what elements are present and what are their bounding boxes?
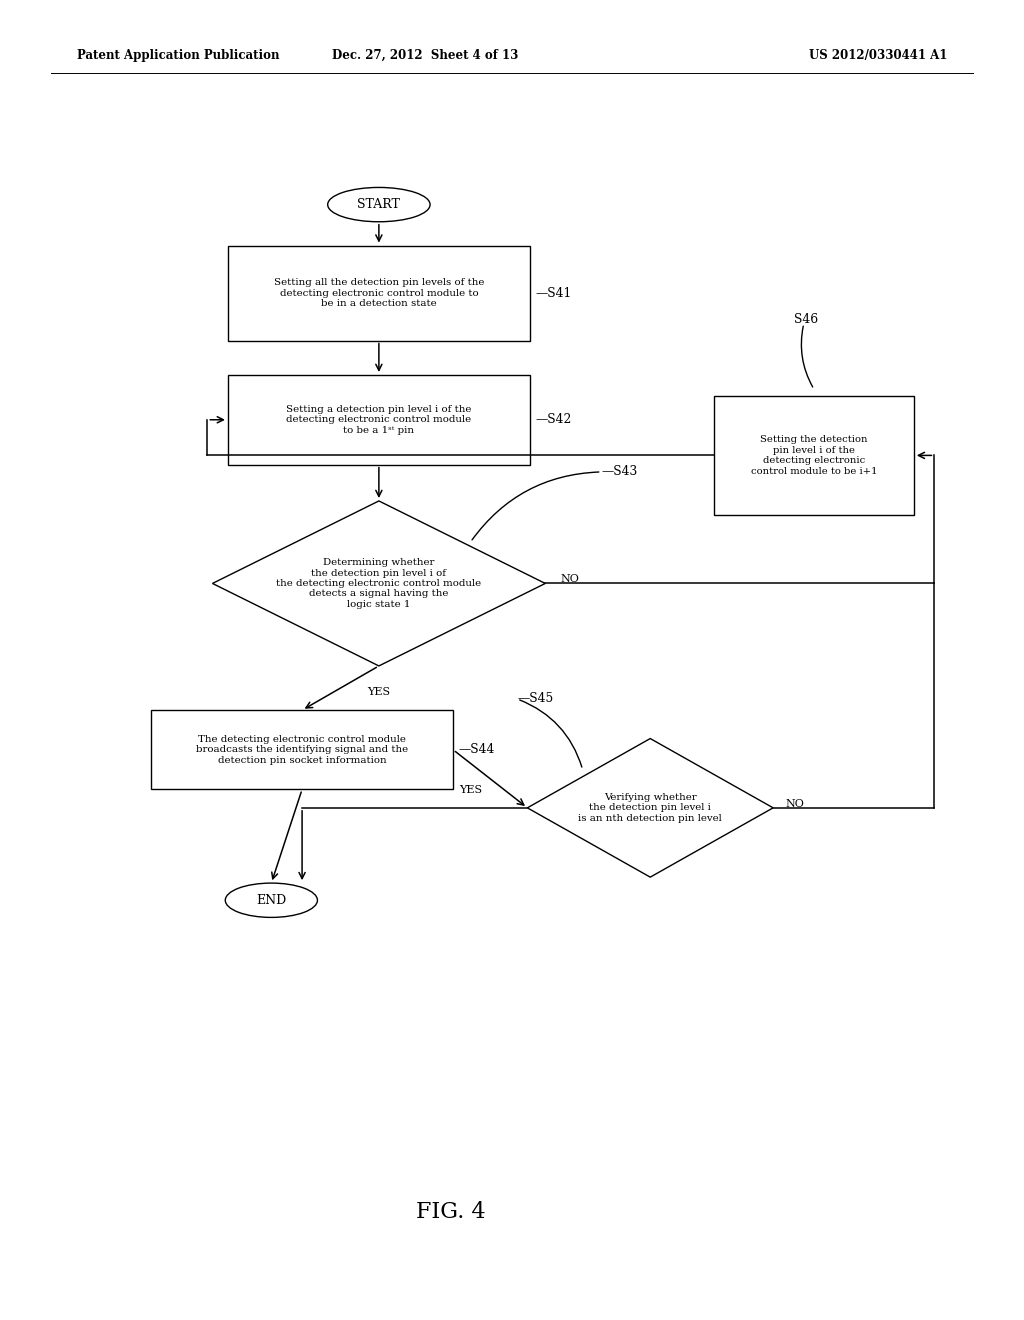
Text: —S42: —S42 [535,413,571,426]
Ellipse shape [328,187,430,222]
Text: —S45: —S45 [517,693,553,705]
Text: Setting all the detection pin levels of the
detecting electronic control module : Setting all the detection pin levels of … [273,279,484,308]
Text: Patent Application Publication: Patent Application Publication [77,49,280,62]
Polygon shape [527,739,773,876]
Text: Determining whether
the detection pin level i of
the detecting electronic contro: Determining whether the detection pin le… [276,558,481,609]
Polygon shape [213,500,545,665]
Text: FIG. 4: FIG. 4 [416,1201,485,1222]
Text: START: START [357,198,400,211]
Text: —S43: —S43 [602,466,638,478]
Text: Verifying whether
the detection pin level i
is an nth detection pin level: Verifying whether the detection pin leve… [579,793,722,822]
FancyBboxPatch shape [152,710,453,789]
Text: Setting the detection
pin level i of the
detecting electronic
control module to : Setting the detection pin level i of the… [751,436,878,475]
Ellipse shape [225,883,317,917]
Text: —S44: —S44 [459,743,495,756]
Text: S46: S46 [794,313,818,326]
FancyBboxPatch shape [715,396,914,515]
Text: YES: YES [460,784,482,795]
FancyBboxPatch shape [227,375,530,465]
Text: US 2012/0330441 A1: US 2012/0330441 A1 [809,49,947,62]
Text: NO: NO [561,574,580,585]
Text: YES: YES [368,686,390,697]
Text: END: END [256,894,287,907]
FancyBboxPatch shape [227,246,530,341]
Text: NO: NO [785,799,804,809]
Text: Setting a detection pin level i of the
detecting electronic control module
to be: Setting a detection pin level i of the d… [286,405,472,434]
Text: Dec. 27, 2012  Sheet 4 of 13: Dec. 27, 2012 Sheet 4 of 13 [332,49,518,62]
Text: —S41: —S41 [535,286,571,300]
Text: The detecting electronic control module
broadcasts the identifying signal and th: The detecting electronic control module … [196,735,409,764]
